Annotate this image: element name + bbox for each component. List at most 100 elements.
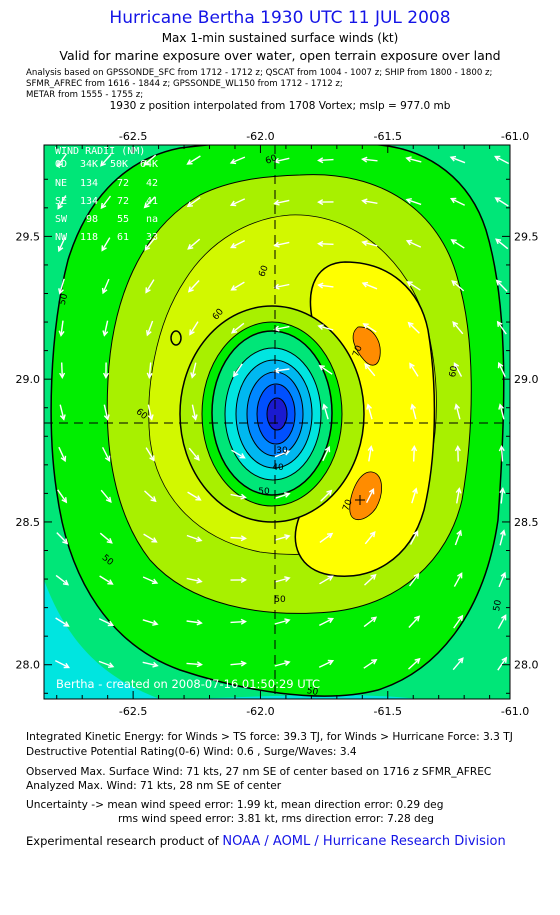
wind-vector-arrow: [361, 240, 378, 247]
wind-vector-arrow: [186, 577, 203, 584]
map-credit: Bertha - created on 2008-07-16 01:50:29 …: [56, 677, 320, 691]
wind-vector-arrow: [322, 445, 331, 462]
wind-vector-arrow: [363, 658, 378, 669]
wind-vector-arrow: [274, 660, 291, 667]
wind-vector-arrow: [58, 320, 65, 337]
x-tick-label-top: -62.5: [119, 130, 147, 143]
y-tick-label-left: 29.5: [16, 230, 41, 243]
wind-vector-arrow: [451, 280, 465, 292]
wind-vector-arrow: [364, 363, 376, 377]
wind-vector-arrow: [495, 238, 509, 250]
axis-tick-labels: -62.5 -62.5 -62.0 -62.0 -61.5 -61.5 -61.0 -61.0…: [16, 130, 539, 718]
uncertainty-rms-line: rms wind speed error: 3.81 kt, rms direc…: [118, 813, 435, 825]
wind-vector-arrow: [497, 656, 508, 671]
contour-label: 50: [274, 595, 286, 605]
wind-radii-quadrant: SE: [55, 196, 67, 207]
wind-vector-arrow: [99, 575, 114, 585]
wind-radii-34k: 134: [80, 178, 98, 189]
uncertainty-line: Uncertainty -> mean wind speed error: 1.…: [26, 799, 444, 811]
wind-vector-arrow: [409, 362, 419, 377]
contour-label: 60: [257, 264, 270, 278]
wind-vector-arrow: [100, 153, 112, 167]
wind-field: [44, 145, 510, 699]
wind-radii-64k: 41: [146, 196, 158, 207]
wind-vector-arrow: [188, 447, 200, 461]
wind-vector-arrow: [187, 491, 202, 501]
wind-vector-arrow: [494, 197, 509, 207]
wind-vector-arrow: [454, 445, 461, 462]
x-tick-label-bottom: -61.5: [374, 705, 402, 718]
wind-vector-arrow: [230, 322, 245, 334]
wind-vector-arrow: [186, 155, 201, 165]
wind-vector-arrow: [102, 362, 110, 379]
wind-vector-arrow: [59, 362, 66, 379]
wind-vector-arrow: [408, 572, 420, 587]
page-title: Hurricane Bertha 1930 UTC 11 JUL 2008: [109, 8, 451, 28]
wind-vector-arrow: [367, 445, 374, 462]
wind-vector-arrow: [232, 363, 243, 378]
wind-vector-arrow: [450, 197, 466, 206]
wind-vector-arrow: [454, 529, 462, 546]
wind-vector-arrow: [230, 576, 247, 584]
wind-vector-arrow: [186, 534, 203, 542]
y-tick-label-right: 28.0: [514, 659, 539, 672]
wind-radii-34k: 134: [80, 196, 98, 207]
x-tick-label-bottom: -61.0: [501, 705, 529, 718]
wind-vector-arrow: [498, 571, 507, 588]
product-credit: Experimental research product of NOAA / …: [26, 834, 506, 849]
wind-vector-arrow: [498, 445, 505, 462]
wind-vector-arrow: [496, 320, 507, 335]
contour-label: 60: [448, 365, 460, 378]
wind-radii-col-qd: QD: [55, 159, 67, 170]
wind-vector-arrow: [59, 404, 66, 421]
wind-vector-arrow: [274, 534, 291, 541]
wind-radii-34k: 98: [86, 214, 98, 225]
contour-label: 30: [276, 446, 288, 456]
y-tick-label-right: 28.5: [514, 516, 539, 529]
wind-vector-arrow: [317, 240, 334, 247]
wind-vector-arrow: [274, 618, 291, 625]
wind-vector-arrow: [229, 198, 246, 207]
wind-vector-arrow: [146, 362, 153, 379]
wind-radii-heading: WIND RADII (NM): [55, 146, 145, 157]
hrd-link[interactable]: NOAA / AOML / Hurricane Research Divisio…: [222, 834, 506, 849]
wind-vector-arrow: [98, 660, 115, 668]
axis-ticks: [44, 145, 510, 699]
wind-vector-arrow: [454, 403, 461, 420]
wind-vector-arrow: [56, 532, 69, 545]
wind-radii-64k: 33: [146, 232, 158, 243]
wind-vector-arrow: [411, 487, 418, 504]
wind-vector-arrow: [410, 403, 417, 420]
y-tick-label-right: 29.0: [514, 373, 539, 386]
wind-vector-arrow: [56, 153, 67, 168]
center-crosshair: [44, 145, 510, 699]
wind-vector-arrow: [411, 445, 418, 462]
wind-vector-arrow: [145, 447, 155, 462]
wind-vector-arrow: [147, 404, 154, 421]
wind-vector-arrow: [455, 487, 462, 504]
wind-vector-arrow: [405, 198, 422, 206]
max-wind-marker: [355, 495, 365, 505]
wind-radii-col-64k: 64K: [140, 159, 158, 170]
contour-label: 70: [351, 344, 364, 358]
wind-vector-arrow: [318, 364, 333, 375]
wind-vector-arrow: [320, 489, 333, 502]
wind-vector-arrow: [274, 449, 291, 458]
wind-vector-arrow: [57, 195, 67, 210]
wind-vector-arrow: [319, 575, 334, 585]
wind-vector-arrow: [98, 618, 115, 627]
wind-vector-arrow: [230, 493, 247, 500]
wind-vector-arrow: [361, 156, 378, 163]
wind-radii-50k: 55: [117, 214, 129, 225]
contour-label: 70: [341, 498, 354, 512]
wind-vector-arrow: [408, 657, 421, 670]
wind-vector-arrow: [142, 661, 159, 668]
wind-vector-arrow: [230, 660, 247, 667]
wind-vector-arrow: [405, 239, 422, 248]
eye-core: [266, 397, 288, 431]
wind-vector-arrow: [146, 320, 154, 337]
x-tick-label-top: -62.0: [246, 130, 274, 143]
wind-vector-arrow: [230, 535, 247, 542]
wind-vector-arrow: [450, 239, 465, 249]
